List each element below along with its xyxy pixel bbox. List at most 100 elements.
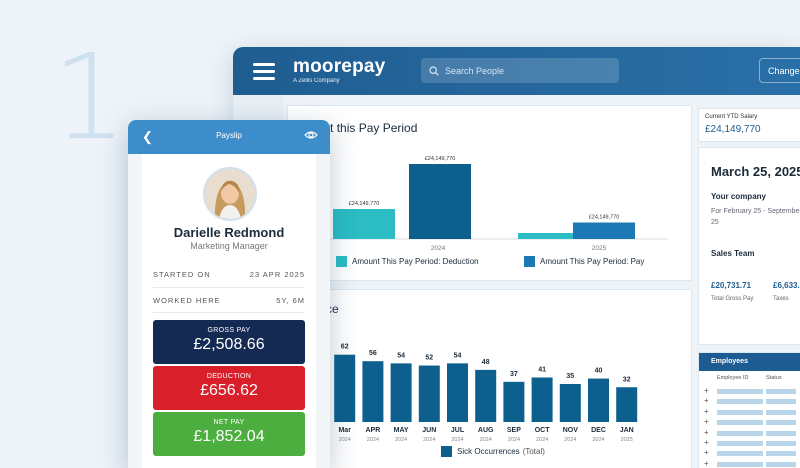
absence-value-label: 54 — [454, 352, 462, 359]
absence-bar-apr[interactable] — [362, 361, 384, 422]
absence-bar-jul[interactable] — [447, 363, 468, 422]
eye-icon[interactable] — [304, 130, 318, 140]
expand-icon[interactable]: + — [704, 427, 709, 437]
search-placeholder: Search People — [445, 65, 505, 76]
legend-suffix-sick: (Total) — [522, 447, 545, 456]
expand-icon[interactable]: + — [704, 438, 709, 447]
absence-bar-aug[interactable] — [475, 369, 497, 422]
absence-bar-sep[interactable] — [503, 381, 525, 422]
absence-year-label: 2024 — [480, 437, 492, 443]
absence-month-label: NOV — [563, 427, 579, 434]
desktop-app-window: moorepay A Zellis Company Search People … — [233, 47, 800, 468]
employee-row[interactable]: + — [699, 428, 800, 440]
absence-bar-mar[interactable] — [334, 354, 356, 422]
worked-value: 5Y, 6M — [276, 296, 305, 305]
employee-role: Marketing Manager — [190, 241, 268, 251]
absence-bar-nov[interactable] — [559, 384, 581, 422]
absence-month-label: JAN — [620, 427, 634, 434]
taxes-label: Taxes — [773, 296, 789, 302]
absence-year-label: 2025 — [621, 437, 633, 443]
absence-month-label: APR — [366, 427, 381, 434]
brand-logo: moorepay A Zellis Company — [293, 56, 385, 85]
back-icon[interactable]: ❮ — [142, 129, 153, 144]
net-pay-box[interactable]: NET PAY £1,852.04 — [153, 412, 305, 456]
gross-pay-box[interactable]: GROSS PAY £2,508.66 — [153, 320, 305, 364]
absence-month-label: Mar — [338, 427, 351, 434]
pay-bar-2025-deduction[interactable] — [518, 233, 580, 239]
change-button[interactable]: Change — [759, 58, 800, 83]
company-name: Your company — [711, 192, 766, 201]
total-gross-label: Total Gross Pay — [711, 296, 754, 302]
absence-value-label: 48 — [482, 359, 490, 366]
absence-value-label: 35 — [566, 373, 574, 380]
pay-bar-2024-pay[interactable] — [409, 164, 471, 239]
employee-id-placeholder — [717, 441, 763, 446]
started-value: 23 APR 2025 — [249, 270, 305, 279]
gross-pay-label: GROSS PAY — [207, 327, 251, 334]
employee-id-placeholder — [717, 399, 763, 405]
absence-bar-jun[interactable] — [418, 365, 440, 422]
absence-year-label: 2024 — [423, 437, 435, 443]
column-employee-id[interactable]: Employee ID — [717, 375, 749, 381]
expand-icon[interactable]: + — [704, 417, 709, 427]
absence-year-label: 2024 — [339, 437, 351, 443]
absence-month-label: DEC — [591, 427, 606, 434]
pay-period-card: Amount this Pay Period ,000,000,0000.00£… — [287, 105, 692, 281]
expand-icon[interactable]: + — [704, 386, 709, 395]
absence-value-label: 32 — [623, 376, 631, 383]
status-placeholder — [766, 389, 796, 394]
absence-month-label: MAY — [394, 427, 409, 434]
expand-icon[interactable]: + — [704, 458, 709, 468]
employee-id-placeholder — [717, 420, 763, 426]
legend-label-deduction: Amount This Pay Period: Deduction — [352, 257, 479, 266]
employee-row[interactable]: + — [699, 438, 800, 450]
absence-bar-dec[interactable] — [588, 378, 609, 422]
employee-row[interactable]: + — [699, 386, 800, 398]
employee-id-placeholder — [717, 451, 763, 457]
absence-year-label: 2024 — [508, 437, 520, 443]
menu-icon[interactable] — [253, 63, 275, 80]
legend-swatch-pay — [524, 256, 535, 267]
status-placeholder — [766, 409, 796, 415]
employee-row[interactable]: + — [699, 396, 800, 408]
pay-bar-2024-deduction[interactable] — [333, 209, 395, 239]
period-text: For February 25 - September 25 — [711, 208, 800, 226]
deduction-box[interactable]: DEDUCTION £656.62 — [153, 366, 305, 410]
employee-row[interactable]: + — [699, 417, 800, 429]
legend-swatch-sick — [441, 446, 452, 457]
absence-month-label: SEP — [507, 427, 521, 434]
payslip-body: Darielle Redmond Marketing Manager START… — [142, 154, 316, 468]
expand-icon[interactable]: + — [704, 396, 709, 406]
absence-value-label: 56 — [369, 350, 377, 357]
search-input[interactable]: Search People — [421, 58, 619, 83]
absence-card: Absence 67FEB202462Mar202456APR202454MAY… — [287, 289, 692, 468]
absence-bar-oct[interactable] — [531, 377, 553, 422]
absence-month-label: OCT — [535, 427, 551, 434]
deduction-value: £656.62 — [200, 382, 258, 399]
absence-value-label: 62 — [341, 344, 349, 351]
status-placeholder — [766, 461, 796, 467]
absence-bar-may[interactable] — [390, 363, 412, 422]
search-icon — [429, 65, 439, 76]
expand-icon[interactable]: + — [704, 406, 709, 416]
employee-row[interactable]: + — [699, 459, 800, 468]
column-status[interactable]: Status — [766, 375, 782, 381]
employees-columns: Employee ID Status — [699, 371, 800, 385]
worked-label: WORKED HERE — [153, 296, 221, 305]
employee-row[interactable]: + — [699, 407, 800, 419]
x-group-label: 2024 — [431, 245, 446, 252]
taxes-value: £6,633.9 — [773, 281, 800, 290]
summary-card: March 25, 2025 Your company For February… — [698, 147, 800, 345]
employee-row[interactable]: + — [699, 448, 800, 460]
status-placeholder — [766, 451, 796, 457]
divider — [153, 312, 305, 313]
expand-icon[interactable]: + — [704, 448, 709, 458]
legend-swatch-deduction — [336, 256, 347, 267]
absence-bar-jan[interactable] — [616, 387, 638, 422]
pay-bar-2025-pay[interactable] — [573, 222, 635, 240]
net-pay-label: NET PAY — [213, 419, 245, 426]
started-label: STARTED ON — [153, 270, 211, 279]
absence-year-label: 2024 — [451, 437, 463, 443]
pay-period-chart: ,000,000,0000.00£24,149,770£24,149,770£2… — [290, 156, 668, 252]
legend-label-pay: Amount This Pay Period: Pay — [540, 257, 645, 266]
